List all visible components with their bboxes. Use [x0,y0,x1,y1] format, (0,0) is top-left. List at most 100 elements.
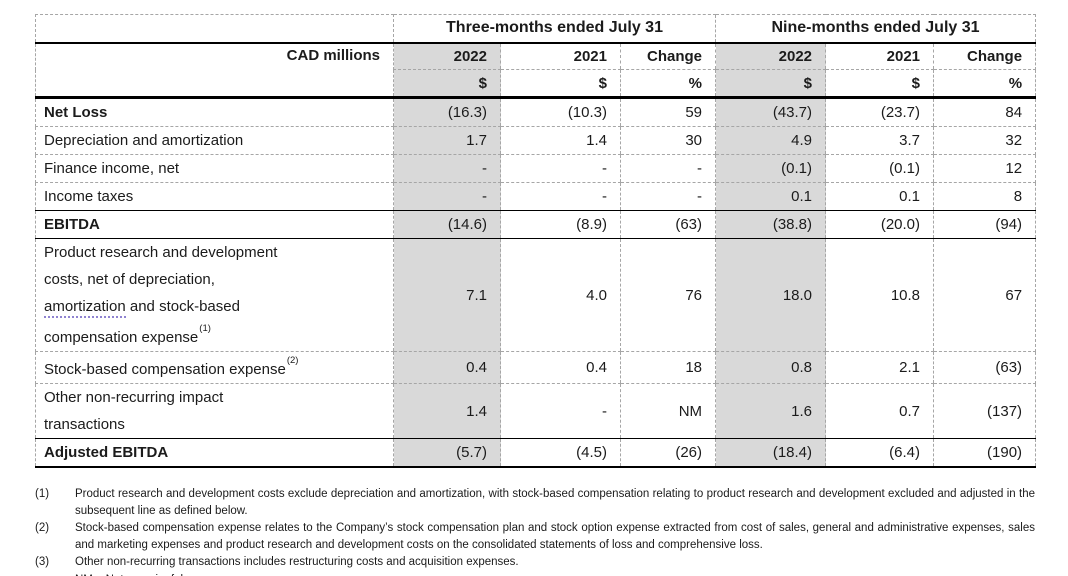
unit-header: $ [715,69,826,99]
value-cell: (23.7) [825,97,934,127]
footnote-marker: (2) [35,522,50,534]
row-label: Other non-recurring impact transactions [35,383,394,439]
value-cell: - [393,154,501,183]
table-row-stock-comp: Stock-based compensation expense(2) 0.4 … [35,351,1037,384]
value-cell: 8 [933,182,1037,211]
value-cell: 30 [619,126,716,155]
value-cell: 76 [619,238,716,352]
value-cell: 4.0 [500,238,621,352]
group-header-nine-months: Nine-months ended July 31 [715,14,1037,44]
value-cell: 18 [619,351,716,384]
value-cell: 0.4 [393,351,501,384]
value-cell: (63) [619,210,716,239]
unit-header: % [933,69,1037,99]
value-cell: (0.1) [715,154,826,183]
value-cell: (10.3) [500,97,621,127]
value-cell: (5.7) [393,438,501,468]
value-cell: (94) [933,210,1037,239]
value-cell: 0.8 [715,351,826,384]
value-cell: (43.7) [715,97,826,127]
value-cell: 59 [619,97,716,127]
value-cell: (38.8) [715,210,826,239]
row-label: Adjusted EBITDA [35,438,394,468]
value-cell: (14.6) [393,210,501,239]
value-cell: 1.4 [500,126,621,155]
footnote-marker: (3) [35,556,50,568]
footnote-item: (3) Other non-recurring transactions inc… [35,554,1035,571]
corner-empty-cell [35,14,394,44]
value-cell: (137) [933,383,1037,439]
value-cell: 3.7 [825,126,934,155]
value-cell: 18.0 [715,238,826,352]
corner-label: CAD millions [35,42,394,99]
value-cell: (20.0) [825,210,934,239]
unit-header-row: $ $ % $ $ % [36,69,1037,99]
unit-header: % [619,69,716,99]
row-label: EBITDA [35,210,394,239]
squiggle-underline: amortization [44,298,126,318]
value-cell: - [393,182,501,211]
value-cell: - [619,182,716,211]
year-header: Change [933,42,1037,70]
value-cell: (16.3) [393,97,501,127]
label-line: transactions [44,416,125,433]
table-row-net-loss: Net Loss (16.3) (10.3) 59 (43.7) (23.7) … [35,97,1037,127]
year-header: 2021 [500,42,621,70]
label-line: Product research and development [44,244,278,261]
value-cell: - [500,154,621,183]
row-label: Stock-based compensation expense(2) [35,351,394,384]
label-line: and stock-based [125,298,240,315]
value-cell: 1.6 [715,383,826,439]
footnote-text: Product research and development costs e… [75,488,1035,517]
table-row-income-taxes: Income taxes - - - 0.1 0.1 8 [35,182,1037,211]
year-header: Change [619,42,716,70]
row-label: Income taxes [35,182,394,211]
table-row-adjusted-ebitda: Adjusted EBITDA (5.7) (4.5) (26) (18.4) … [35,438,1037,468]
value-cell: (18.4) [715,438,826,468]
table-row-finance-income: Finance income, net - - - (0.1) (0.1) 12 [35,154,1037,183]
row-label: Net Loss [35,97,394,127]
value-cell: 84 [933,97,1037,127]
table-row-product-rd: Product research and development costs, n… [35,238,1037,352]
footnote-item: (2) Stock-based compensation expense rel… [35,520,1035,553]
value-cell: 32 [933,126,1037,155]
value-cell: 2.1 [825,351,934,384]
footnote-text: Stock-based compensation expense relates… [75,522,1035,551]
value-cell: 0.1 [825,182,934,211]
footnote-superscript: (2) [286,355,299,366]
value-cell: 0.4 [500,351,621,384]
footnote-text: Other non-recurring transactions include… [75,556,519,568]
value-cell: 0.7 [825,383,934,439]
year-header: 2022 [715,42,826,70]
ebitda-reconciliation-table: Three-months ended July 31 Nine-months e… [35,14,1037,468]
unit-header: $ [500,69,621,99]
value-cell: 12 [933,154,1037,183]
value-cell: 10.8 [825,238,934,352]
unit-header: $ [825,69,934,99]
value-cell: (63) [933,351,1037,384]
label-line: costs, net of depreciation, [44,271,215,288]
year-header-row: CAD millions 2022 2021 Change 2022 2021 … [35,42,1037,99]
unit-header: $ [393,69,501,99]
value-cell: (26) [619,438,716,468]
value-cell: NM [619,383,716,439]
footnote-marker: (1) [35,488,50,500]
label-line: Stock-based compensation expense [44,361,286,378]
value-cell: 67 [933,238,1037,352]
label-line: Other non-recurring impact [44,389,224,406]
table-row-depreciation: Depreciation and amortization 1.7 1.4 30… [35,126,1037,155]
value-cell: (190) [933,438,1037,468]
value-cell: 1.4 [393,383,501,439]
group-header-row: Three-months ended July 31 Nine-months e… [35,14,1037,44]
footnote-superscript: (1) [199,323,211,334]
nm-note: NM – Not meaningful [75,572,1035,576]
value-cell: (4.5) [500,438,621,468]
group-header-three-months: Three-months ended July 31 [392,14,716,44]
value-cell: - [500,383,621,439]
footnotes-section: (1) Product research and development cos… [35,486,1035,576]
value-cell: 0.1 [715,182,826,211]
value-cell: 1.7 [393,126,501,155]
row-label: Finance income, net [35,154,394,183]
value-cell: (6.4) [825,438,934,468]
